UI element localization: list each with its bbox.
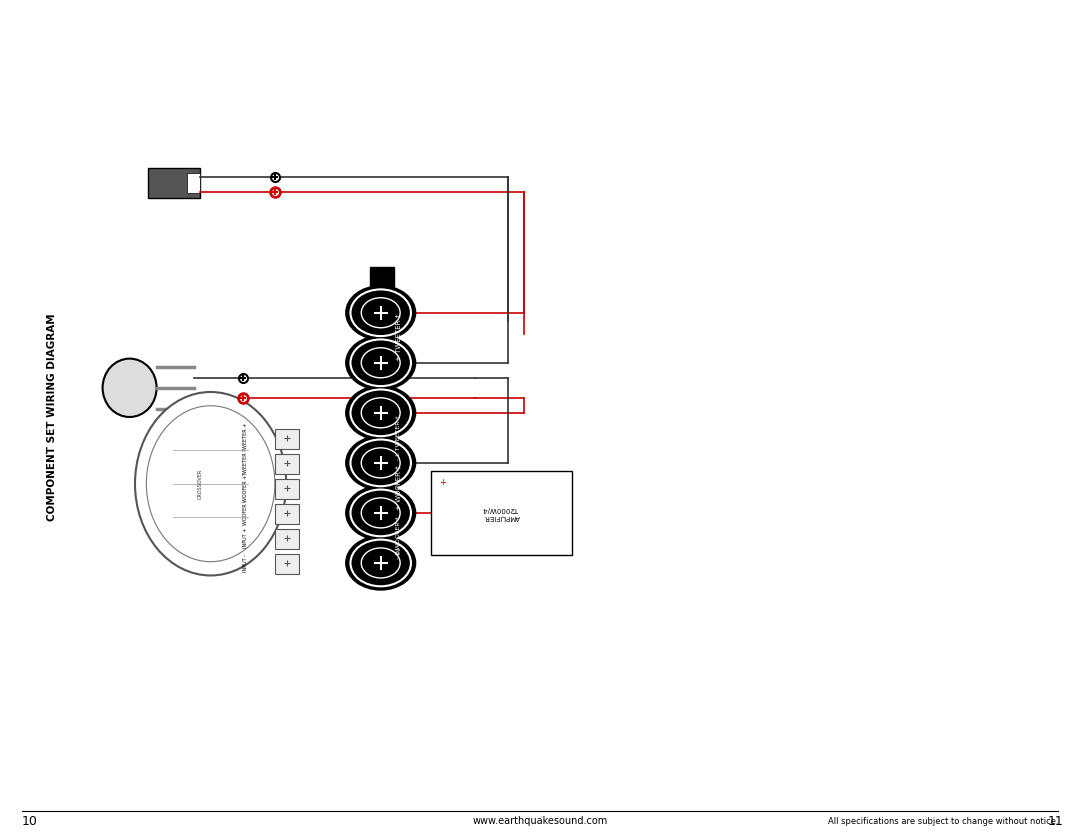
FancyBboxPatch shape [432,471,572,555]
FancyBboxPatch shape [275,429,299,449]
Text: www.earthquakesound.com: www.earthquakesound.com [472,816,608,826]
Text: AMPLIFIER
T2000W/4: AMPLIFIER T2000W/4 [484,505,519,520]
Text: WOOFER +: WOOFER + [243,475,248,501]
Text: 10: 10 [22,815,38,828]
Circle shape [346,336,415,389]
Circle shape [361,348,400,378]
Text: TWEETER +: TWEETER + [243,423,248,453]
Text: + TWEETER †: + TWEETER † [395,314,402,361]
Ellipse shape [103,359,157,417]
Circle shape [350,540,410,586]
FancyBboxPatch shape [275,529,299,549]
FancyBboxPatch shape [275,554,299,574]
Circle shape [350,440,410,486]
Circle shape [361,498,400,528]
FancyBboxPatch shape [275,454,299,474]
FancyBboxPatch shape [187,173,200,193]
Circle shape [350,389,410,436]
Text: - L TWEETER †: - L TWEETER † [396,415,401,460]
Text: WOOFER -: WOOFER - [243,500,248,525]
FancyBboxPatch shape [148,168,200,198]
Text: INPUT -: INPUT - [243,554,248,572]
Circle shape [346,286,415,339]
Circle shape [350,339,410,386]
Circle shape [361,298,400,328]
FancyBboxPatch shape [275,479,299,499]
Text: + WOOFER †: + WOOFER † [395,465,402,510]
Circle shape [361,448,400,478]
Text: CROSSOVER: CROSSOVER [198,469,202,499]
Circle shape [346,486,415,540]
Circle shape [361,548,400,578]
Text: 11: 11 [1048,815,1064,828]
Text: All specifications are subject to change without notice.: All specifications are subject to change… [827,817,1058,826]
Circle shape [350,490,410,536]
Ellipse shape [146,406,274,562]
Text: - L WOOFER †: - L WOOFER † [396,516,401,560]
Circle shape [350,289,410,336]
Circle shape [346,436,415,490]
Circle shape [346,536,415,590]
Text: IN: IN [395,547,402,554]
Circle shape [346,386,415,440]
Text: TWEETER -: TWEETER - [243,450,248,476]
Text: INPUT +: INPUT + [243,528,248,548]
Text: COMPONENT SET WIRING DIAGRAM: COMPONENT SET WIRING DIAGRAM [46,314,57,520]
FancyBboxPatch shape [370,267,394,584]
FancyBboxPatch shape [275,504,299,524]
Ellipse shape [135,392,286,575]
Text: +: + [438,478,446,486]
Circle shape [361,398,400,428]
